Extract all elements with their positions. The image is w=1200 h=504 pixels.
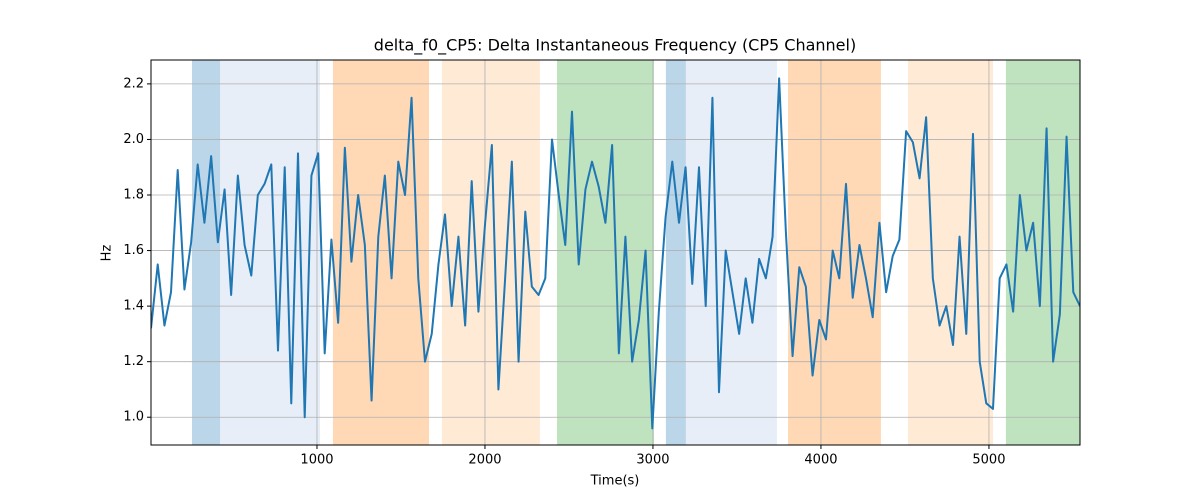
x-tick-label: 1000 (300, 453, 333, 468)
x-tick-label: 2000 (468, 453, 501, 468)
y-tick-label: 2.2 (123, 76, 144, 91)
y-tick-label: 1.8 (123, 188, 144, 203)
y-tick-label: 1.4 (123, 299, 144, 314)
shaded-span (191, 60, 221, 445)
shaded-span (788, 60, 881, 445)
shaded-span (332, 60, 430, 445)
x-tick-label: 4000 (804, 453, 837, 468)
plot-frame (150, 59, 1081, 446)
x-tick-label: 3000 (636, 453, 669, 468)
chart-title: delta_f0_CP5: Delta Instantaneous Freque… (374, 36, 856, 56)
y-tick-label: 1.0 (123, 410, 144, 425)
shaded-span (685, 60, 777, 445)
data-line (151, 77, 1080, 430)
x-tick-label: 5000 (972, 453, 1005, 468)
y-axis-label: Hz (100, 245, 115, 262)
x-axis-label: Time(s) (590, 474, 640, 489)
shaded-span (665, 60, 686, 445)
shaded-span (1005, 60, 1080, 445)
y-tick-label: 2.0 (123, 132, 144, 147)
y-tick-label: 1.2 (123, 354, 144, 369)
shaded-span (907, 60, 993, 445)
y-tick-label: 1.6 (123, 243, 144, 258)
